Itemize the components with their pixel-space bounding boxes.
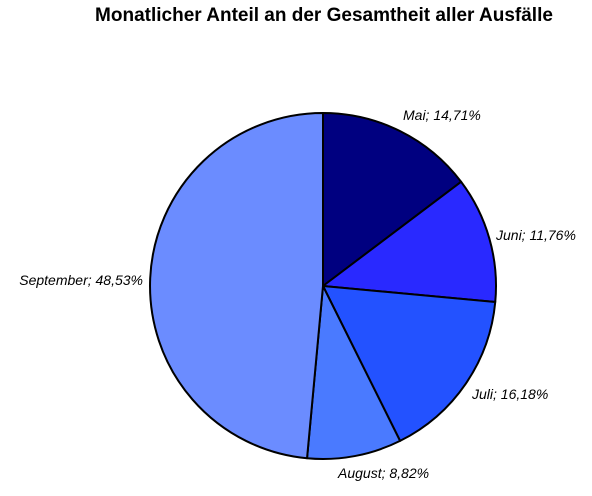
slice-label-mai: Mai; 14,71% [403, 107, 481, 123]
pie-slice-august [306, 285, 402, 460]
pie-slices [149, 112, 497, 460]
slice-label-juni: Juni; 11,76% [495, 227, 576, 243]
pie-slice-juli [322, 285, 497, 442]
slice-label-september: September; 48,53% [19, 272, 143, 288]
pie-slice-juni [322, 180, 497, 303]
chart-title: Monatlicher Anteil an der Gesamtheit all… [95, 5, 553, 26]
slice-label-august: August; 8,82% [337, 465, 429, 481]
pie-labels: Mai; 14,71% Juni; 11,76% Juli; 16,18% Augus… [19, 107, 576, 481]
pie-slice-september [149, 112, 324, 460]
slice-label-juli: Juli; 16,18% [471, 386, 548, 402]
pie-slice-mai [322, 112, 463, 287]
